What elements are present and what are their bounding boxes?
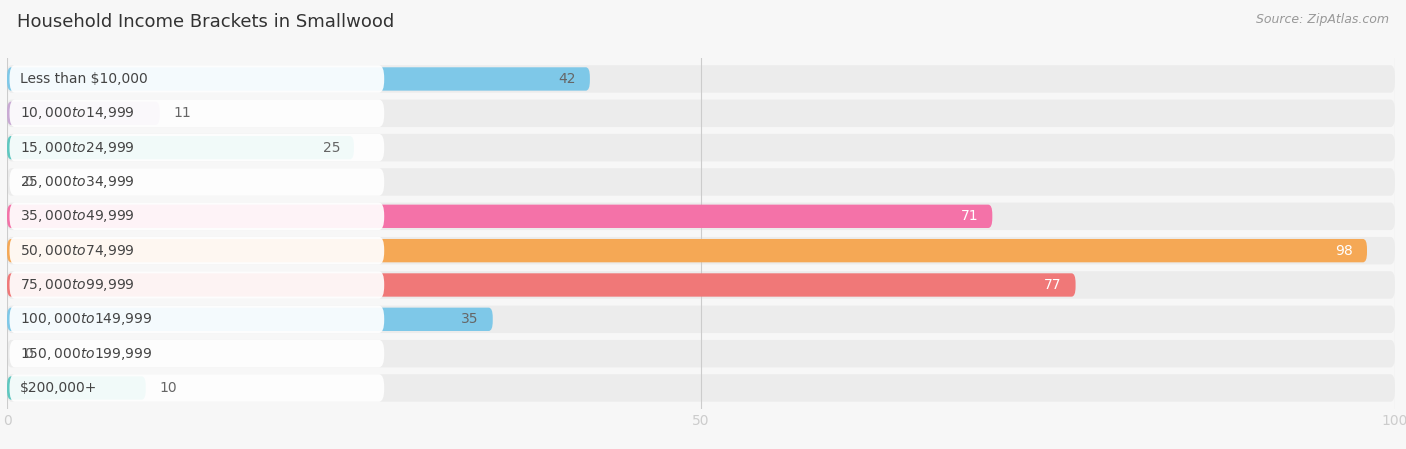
FancyBboxPatch shape bbox=[7, 65, 1395, 92]
Text: 77: 77 bbox=[1045, 278, 1062, 292]
FancyBboxPatch shape bbox=[10, 100, 384, 127]
FancyBboxPatch shape bbox=[10, 340, 384, 367]
FancyBboxPatch shape bbox=[7, 134, 1395, 161]
FancyBboxPatch shape bbox=[7, 308, 492, 331]
Text: $50,000 to $74,999: $50,000 to $74,999 bbox=[20, 242, 135, 259]
FancyBboxPatch shape bbox=[7, 67, 591, 91]
FancyBboxPatch shape bbox=[7, 239, 1367, 262]
Text: $150,000 to $199,999: $150,000 to $199,999 bbox=[20, 346, 152, 361]
FancyBboxPatch shape bbox=[7, 237, 1395, 264]
FancyBboxPatch shape bbox=[10, 374, 384, 402]
FancyBboxPatch shape bbox=[7, 205, 993, 228]
FancyBboxPatch shape bbox=[7, 306, 1395, 333]
FancyBboxPatch shape bbox=[10, 306, 384, 333]
Text: $35,000 to $49,999: $35,000 to $49,999 bbox=[20, 208, 135, 224]
FancyBboxPatch shape bbox=[10, 271, 384, 299]
FancyBboxPatch shape bbox=[7, 136, 354, 159]
Text: 11: 11 bbox=[173, 106, 191, 120]
FancyBboxPatch shape bbox=[10, 168, 384, 196]
FancyBboxPatch shape bbox=[10, 237, 384, 264]
Text: 25: 25 bbox=[322, 141, 340, 154]
Text: $100,000 to $149,999: $100,000 to $149,999 bbox=[20, 311, 152, 327]
FancyBboxPatch shape bbox=[7, 273, 1076, 297]
FancyBboxPatch shape bbox=[10, 202, 384, 230]
Text: 0: 0 bbox=[24, 175, 32, 189]
Text: Source: ZipAtlas.com: Source: ZipAtlas.com bbox=[1256, 13, 1389, 26]
Text: $200,000+: $200,000+ bbox=[20, 381, 97, 395]
Text: $75,000 to $99,999: $75,000 to $99,999 bbox=[20, 277, 135, 293]
Text: $10,000 to $14,999: $10,000 to $14,999 bbox=[20, 106, 135, 121]
Text: 10: 10 bbox=[160, 381, 177, 395]
Text: Less than $10,000: Less than $10,000 bbox=[20, 72, 148, 86]
Text: 98: 98 bbox=[1336, 244, 1353, 258]
Text: $25,000 to $34,999: $25,000 to $34,999 bbox=[20, 174, 135, 190]
FancyBboxPatch shape bbox=[7, 271, 1395, 299]
FancyBboxPatch shape bbox=[10, 134, 384, 161]
FancyBboxPatch shape bbox=[7, 376, 146, 400]
FancyBboxPatch shape bbox=[7, 101, 160, 125]
Text: 0: 0 bbox=[24, 347, 32, 361]
FancyBboxPatch shape bbox=[7, 340, 1395, 367]
FancyBboxPatch shape bbox=[7, 168, 1395, 196]
Text: 42: 42 bbox=[558, 72, 576, 86]
Text: 35: 35 bbox=[461, 313, 479, 326]
FancyBboxPatch shape bbox=[7, 202, 1395, 230]
Text: Household Income Brackets in Smallwood: Household Income Brackets in Smallwood bbox=[17, 13, 394, 31]
Text: $15,000 to $24,999: $15,000 to $24,999 bbox=[20, 140, 135, 156]
Text: 71: 71 bbox=[960, 209, 979, 223]
FancyBboxPatch shape bbox=[10, 65, 384, 92]
FancyBboxPatch shape bbox=[7, 374, 1395, 402]
FancyBboxPatch shape bbox=[7, 100, 1395, 127]
